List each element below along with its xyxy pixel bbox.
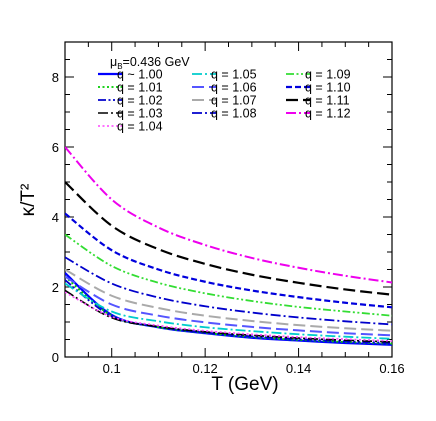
legend-label-0: q ~ 1.00 [117, 68, 163, 82]
annotation-text: μB=0.436 GeV [110, 55, 190, 71]
legend-label-9: q = 1.09 [305, 68, 351, 82]
y-tick-label: 2 [52, 280, 59, 295]
legend: q ~ 1.00q = 1.01q = 1.02q = 1.03q = 1.04… [98, 68, 351, 134]
series-line-8 [65, 256, 392, 326]
y-tick-label: 4 [52, 210, 59, 225]
x-axis-label: T (GeV) [211, 374, 278, 395]
legend-label-12: q = 1.12 [305, 107, 351, 121]
series-line-9 [65, 233, 392, 317]
series-line-6 [65, 275, 392, 337]
legend-label-2: q = 1.02 [117, 94, 163, 108]
y-tick-label: 6 [52, 140, 59, 155]
legend-label-5: q = 1.05 [211, 68, 257, 82]
x-tick-label: 0.14 [286, 361, 311, 376]
legend-label-7: q = 1.07 [211, 94, 257, 108]
tick-labels: 0.1 0.12 0.14 0.16 0 2 4 6 8 [52, 70, 405, 376]
series-line-2 [65, 279, 392, 344]
x-tick-label: 0.12 [192, 361, 217, 376]
series-line-11 [65, 181, 392, 296]
series-line-10 [65, 212, 392, 309]
series-line-1 [65, 275, 392, 345]
y-axis-label: κ/T² [18, 184, 39, 217]
series-lines [65, 146, 392, 346]
series-line-3 [65, 289, 392, 343]
legend-label-10: q = 1.10 [305, 81, 351, 95]
axis-ticks [64, 41, 393, 358]
legend-label-8: q = 1.08 [211, 107, 257, 121]
series-line-7 [65, 268, 392, 332]
legend-label-6: q = 1.06 [211, 81, 257, 95]
series-line-5 [65, 282, 392, 340]
legend-label-1: q = 1.01 [117, 81, 163, 95]
x-tick-label: 0.16 [379, 361, 404, 376]
x-tick-label: 0.1 [103, 361, 121, 376]
series-line-12 [65, 146, 392, 284]
series-line-4 [65, 291, 392, 342]
legend-label-11: q = 1.11 [305, 94, 350, 108]
y-tick-label: 8 [52, 70, 59, 85]
legend-label-3: q = 1.03 [117, 107, 163, 121]
annotation-subscript: B [117, 62, 122, 71]
legend-label-4: q = 1.04 [117, 120, 163, 134]
y-tick-label: 0 [52, 350, 59, 365]
